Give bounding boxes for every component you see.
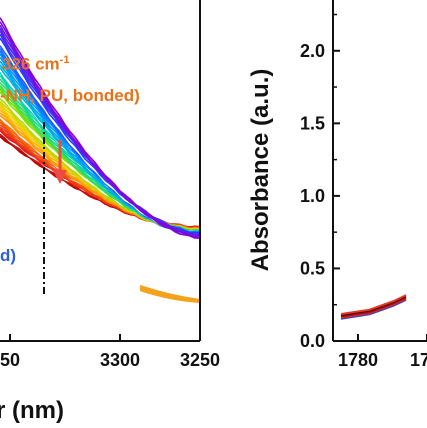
spectrum-series-line xyxy=(139,289,201,303)
absorbance-series-line xyxy=(340,295,407,317)
absorbance-series-line xyxy=(340,298,407,320)
spectrum-series-line xyxy=(0,17,201,238)
left-panel: 50 3300 3250 xyxy=(0,0,220,370)
right-curves xyxy=(340,294,407,320)
left-curves xyxy=(0,17,201,303)
left-x-tick-label: 3300 xyxy=(100,350,140,370)
right-y-tick-label: 0.0 xyxy=(300,331,325,351)
right-y-tick-label: 2.0 xyxy=(300,41,325,61)
right-x-tick-label: 17 xyxy=(410,350,427,370)
spectrum-series-line xyxy=(139,287,201,302)
spectrum-series-line xyxy=(139,285,201,301)
right-panel: 0.0 0.5 1.0 1.5 2.0 1780 17 Absorbance (a.u.) xyxy=(247,0,427,370)
right-y-tick-label: 0.5 xyxy=(300,258,325,278)
right-x-tick-label: 1780 xyxy=(338,350,378,370)
absorbance-series-line xyxy=(340,296,407,318)
spectrum-series-line xyxy=(0,91,201,232)
right-y-axis-label: Absorbance (a.u.) xyxy=(247,69,274,272)
spectrum-series-line xyxy=(0,21,201,239)
peak-wavenumber-label: 326 cm xyxy=(2,54,60,74)
blue-label-fragment: d) xyxy=(0,246,17,265)
right-y-ticks: 0.0 0.5 1.0 1.5 2.0 xyxy=(300,13,340,351)
left-x-ticks: 50 3300 3250 xyxy=(0,334,220,370)
left-x-tick-label: 50 xyxy=(0,350,20,370)
right-x-ticks: 1780 17 xyxy=(338,334,427,370)
down-arrow xyxy=(53,140,67,184)
left-x-axis-label: r (nm) xyxy=(0,397,64,424)
left-x-tick-label: 3250 xyxy=(180,350,220,370)
peak-assignment-label: -NH, PU, bonded) xyxy=(0,86,140,105)
absorbance-series-line xyxy=(340,294,407,315)
right-y-tick-label: 1.5 xyxy=(300,113,325,133)
right-y-tick-label: 1.0 xyxy=(300,186,325,206)
peak-wavenumber-superscript: -1 xyxy=(59,54,70,66)
peak-annotation: 326 cm-1 xyxy=(2,54,69,75)
